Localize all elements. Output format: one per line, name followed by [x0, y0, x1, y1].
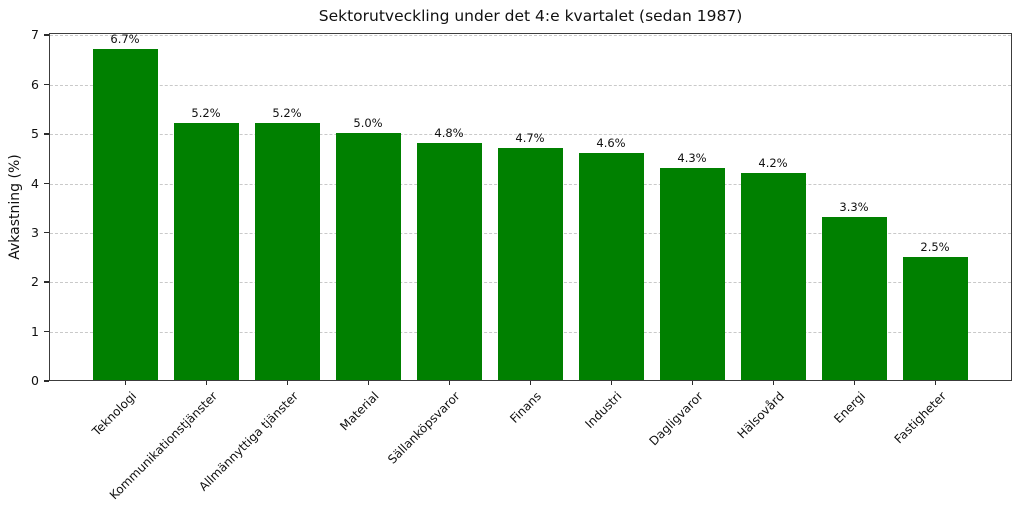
- y-tick-label: 0: [31, 373, 39, 388]
- bar: [92, 49, 158, 380]
- x-tick-label: Hälsovård: [734, 389, 787, 442]
- y-tick: [44, 380, 49, 382]
- bar: [497, 148, 563, 380]
- bar-value-label: 6.7%: [110, 32, 140, 47]
- bar: [416, 143, 482, 380]
- bar-value-label: 4.2%: [758, 155, 788, 170]
- x-tick: [367, 381, 369, 385]
- bar: [173, 123, 239, 380]
- x-tick-label: Dagligvaror: [646, 389, 706, 449]
- y-tick: [44, 231, 49, 234]
- y-tick-label: 7: [31, 27, 39, 43]
- y-tick: [44, 281, 49, 283]
- bar: [740, 172, 806, 380]
- bar: [659, 167, 725, 380]
- gridline: [50, 134, 1011, 136]
- bar-value-label: 4.6%: [596, 135, 626, 150]
- bar-value-label: 4.7%: [515, 131, 545, 145]
- gridline: [50, 84, 1011, 86]
- x-tick: [610, 381, 612, 385]
- y-tick-label: 1: [31, 323, 39, 339]
- x-tick: [691, 381, 693, 385]
- x-tick-label: Energi: [830, 389, 868, 426]
- bar-value-label: 2.5%: [920, 239, 950, 254]
- x-tick-label: Industri: [582, 389, 625, 432]
- bar: [335, 133, 401, 380]
- bar-value-label: 4.3%: [677, 150, 707, 165]
- bar: [902, 256, 968, 380]
- y-tick: [44, 34, 49, 36]
- bar: [821, 217, 887, 380]
- bar: [254, 123, 320, 380]
- bar-value-label: 4.8%: [434, 126, 464, 141]
- x-tick-label: Fastigheter: [891, 389, 949, 447]
- y-tick-label: 4: [31, 175, 39, 191]
- bar: [578, 152, 644, 380]
- x-tick: [286, 381, 288, 385]
- y-axis-label: Avkastning (%): [7, 154, 23, 260]
- y-tick-label: 3: [31, 224, 39, 240]
- bar-value-label: 3.3%: [839, 200, 869, 215]
- x-tick: [448, 381, 450, 385]
- y-tick: [44, 182, 49, 185]
- x-tick-label: Material: [337, 389, 382, 434]
- x-tick: [529, 381, 531, 385]
- y-tick: [44, 133, 49, 135]
- bar-value-label: 5.2%: [191, 106, 221, 121]
- x-tick-label: Sällanköpsvaror: [385, 389, 463, 467]
- y-tick: [44, 83, 49, 86]
- plot-area: [49, 33, 1012, 381]
- x-tick: [124, 381, 126, 385]
- x-tick-label: Teknologi: [89, 389, 139, 439]
- x-tick-label: Finans: [506, 389, 544, 426]
- y-tick: [44, 330, 49, 333]
- chart-title: Sektorutveckling under det 4:e kvartalet…: [318, 7, 743, 25]
- bar-value-label: 5.0%: [353, 116, 383, 131]
- x-tick: [205, 381, 207, 385]
- y-tick-label: 2: [31, 274, 39, 290]
- x-tick: [934, 381, 936, 385]
- y-tick-label: 6: [31, 76, 39, 92]
- x-tick: [772, 381, 774, 385]
- gridline: [50, 35, 1011, 37]
- x-tick: [853, 381, 855, 385]
- y-tick-label: 5: [31, 126, 39, 142]
- bar-value-label: 5.2%: [272, 106, 302, 121]
